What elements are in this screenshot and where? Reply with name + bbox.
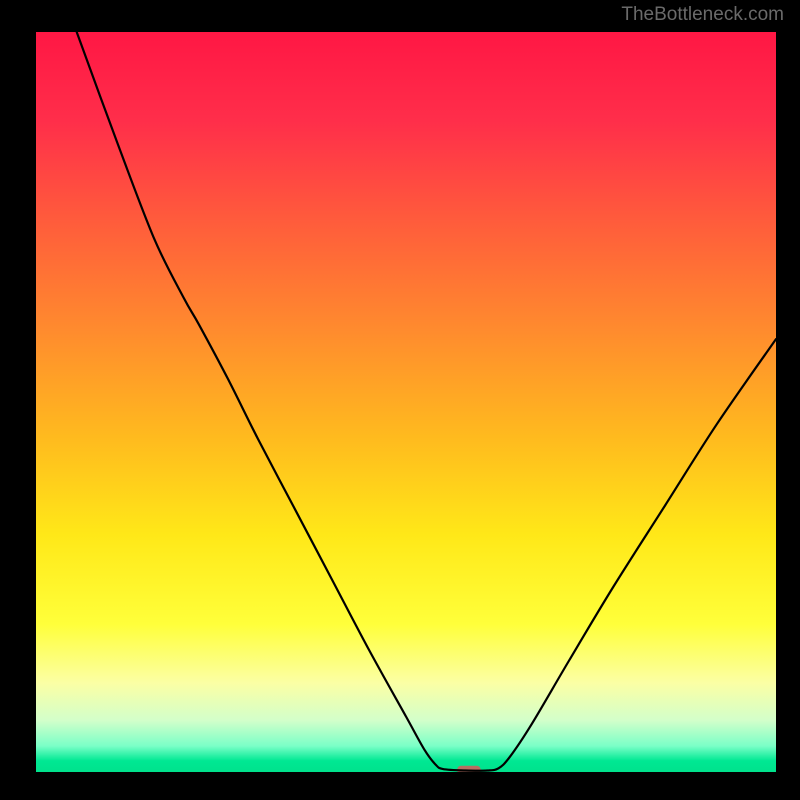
bottleneck-chart [0,0,800,800]
chart-svg [0,0,800,800]
watermark-text: TheBottleneck.com [621,4,784,26]
plot-background [36,32,776,772]
